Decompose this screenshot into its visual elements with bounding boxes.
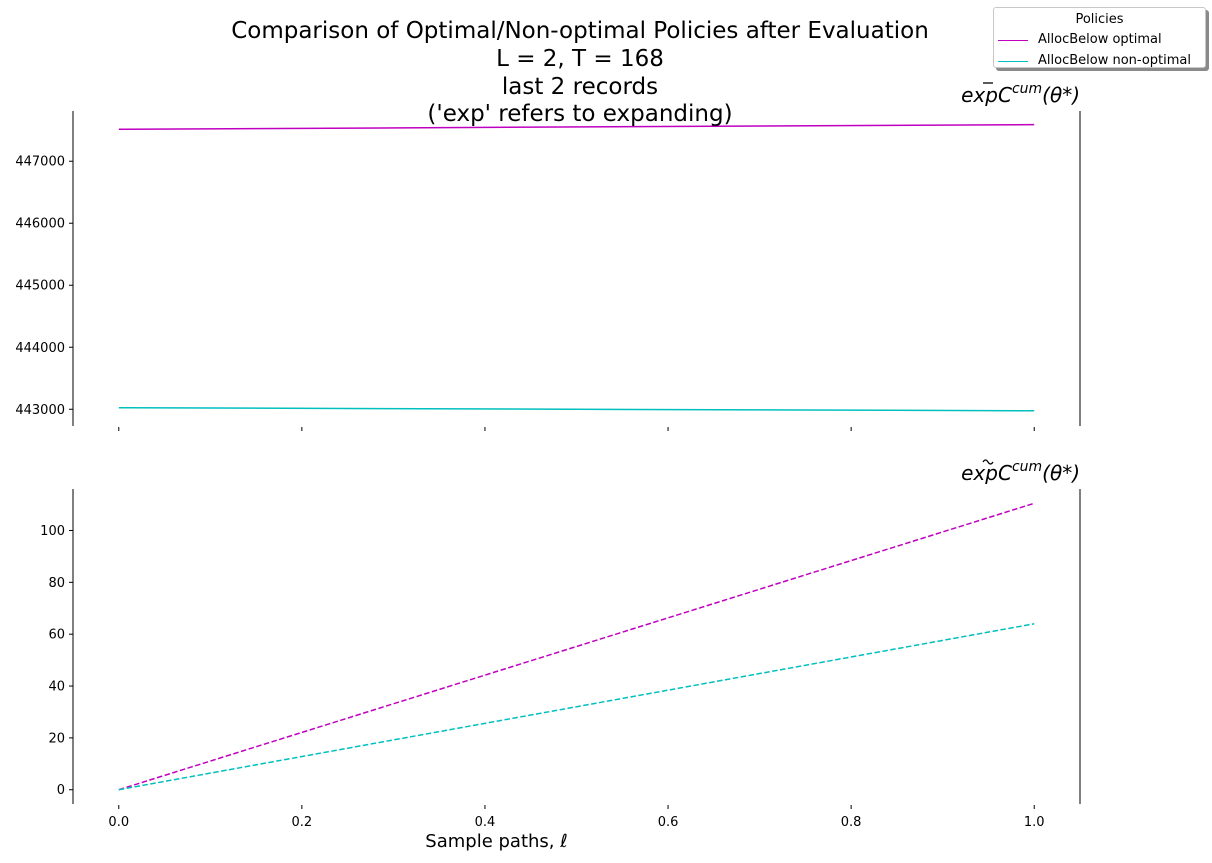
figure-title-line-2: L = 2, T = 168 — [496, 46, 664, 72]
series-line-1 — [118, 502, 1035, 791]
y-tick-label: 444000 — [15, 341, 65, 356]
chart-panel-2: 0 20 40 60 80 100 0.0 0.2 0.4 0.6 0.8 1.0 expCcum(θ*… — [40, 459, 1081, 852]
x-tick-label: 0.8 — [841, 815, 862, 830]
x-axis-label: Sample paths, ℓ — [425, 831, 567, 852]
y-tick-label: 447000 — [15, 155, 65, 170]
series-line-1 — [118, 123, 1035, 131]
y-tick-label: 40 — [48, 680, 65, 695]
panel-corner-label: expCcum(θ*) — [961, 81, 1080, 107]
chart-panel-1: 443000 444000 445000 446000 447000 expCcum(θ*… — [15, 81, 1081, 431]
y-tick-label: 445000 — [15, 279, 65, 294]
y-tick-label: 443000 — [15, 403, 65, 418]
y-tick-label: 446000 — [15, 217, 65, 232]
y-tick-label: 20 — [48, 731, 65, 746]
figure-title-line-4: ('exp' refers to expanding) — [427, 101, 733, 127]
legend-label-non-optimal: AllocBelow non-optimal — [1038, 53, 1191, 68]
legend-swatch-non-optimal — [998, 61, 1028, 62]
y-tick-label: 60 — [48, 628, 65, 643]
x-tick-label: 0.4 — [475, 815, 496, 830]
legend: Policies AllocBelow optimal AllocBelow n… — [993, 7, 1206, 68]
x-tick-label: 0.0 — [108, 815, 129, 830]
panel-corner-label: expCcum(θ*) — [961, 459, 1080, 485]
y-tick-label: 80 — [48, 576, 65, 591]
legend-label-optimal: AllocBelow optimal — [1038, 32, 1162, 47]
series-line-2 — [118, 623, 1035, 791]
x-tick-label: 0.2 — [292, 815, 313, 830]
figure-title-line-1: Comparison of Optimal/Non-optimal Polici… — [231, 18, 929, 44]
accent-tilde-mark — [982, 459, 994, 465]
x-tick-label: 1.0 — [1024, 815, 1045, 830]
figure-title-line-3: last 2 records — [501, 74, 659, 100]
legend-title: Policies — [1075, 12, 1124, 27]
series-line-2 — [118, 406, 1035, 412]
legend-swatch-optimal — [998, 40, 1028, 41]
y-tick-label: 100 — [40, 524, 65, 539]
y-tick-label: 0 — [57, 783, 65, 798]
x-tick-label: 0.6 — [658, 815, 679, 830]
